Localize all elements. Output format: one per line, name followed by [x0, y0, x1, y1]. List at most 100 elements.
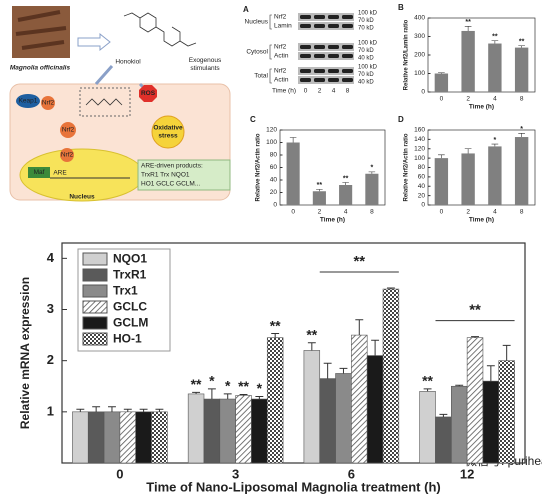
significance: **: [191, 376, 202, 392]
bar: [151, 411, 168, 464]
blot-band: [342, 15, 353, 19]
legend-label: GCLM: [113, 316, 148, 330]
molecule-box: [79, 87, 131, 117]
y-tick-label: 140: [414, 136, 425, 143]
y-axis-title: Relative Nrf2/Actin ratio: [404, 133, 410, 201]
bar: [319, 378, 336, 464]
bark-texture: [15, 10, 67, 50]
error-bar: [316, 189, 323, 192]
bar: [187, 393, 205, 464]
bracket: [269, 14, 272, 30]
bar: [103, 411, 121, 464]
x-tick-label: 12: [460, 466, 474, 481]
y-tick-label: 3: [47, 301, 54, 316]
error-bar: [323, 362, 332, 379]
keap1-marker: [16, 94, 40, 108]
marker-label: 70 kD: [358, 26, 374, 32]
lane-label: 2: [318, 88, 322, 95]
x-tick-label: 6: [348, 466, 355, 481]
bar: [461, 153, 475, 205]
x-tick-label: 8: [520, 209, 524, 216]
error-bar: [223, 393, 232, 400]
bar: [335, 373, 352, 464]
compartment-label: Total: [254, 73, 268, 80]
y-tick-label: 4: [47, 250, 55, 265]
bar: [514, 47, 529, 92]
error-bar: [486, 365, 495, 382]
oxidative-label: stress: [158, 133, 178, 140]
blot-band: [300, 15, 311, 19]
marker-label: 70 kD: [358, 18, 374, 24]
nrf2-label: Nrf2: [61, 152, 74, 159]
bar: [351, 334, 368, 464]
exogenous-label: Exogenous stimulants: [189, 57, 222, 72]
blot-band: [328, 69, 339, 73]
y-tick-label: 0: [421, 202, 425, 209]
blot-band: [314, 45, 325, 49]
x-tick-label: 2: [466, 209, 470, 216]
bar: [461, 30, 475, 92]
bar: [451, 385, 468, 464]
x-tick-label: 0: [116, 466, 123, 481]
bracket: [269, 68, 272, 84]
error-bar: [491, 143, 499, 147]
error-bar: [239, 393, 248, 396]
blot-strip: [298, 13, 354, 21]
nucleus-label: Nucleus: [69, 194, 95, 201]
bar: [251, 398, 268, 464]
y-tick-label: 300: [414, 33, 425, 40]
legend-label: Trx1: [113, 284, 138, 298]
legend-swatch: [82, 316, 108, 330]
error-bar: [355, 319, 364, 336]
arrow: [77, 32, 111, 52]
bar: [312, 191, 326, 205]
panel-label: D: [398, 115, 404, 124]
blot-band: [314, 24, 325, 28]
legend-swatch: [82, 268, 108, 282]
error-bar: [289, 137, 297, 143]
bar: [434, 158, 449, 205]
bar: [434, 73, 449, 92]
blot-band: [328, 78, 339, 82]
lane-label: 0: [304, 88, 308, 95]
bar: [339, 185, 353, 205]
group-significance: **: [353, 253, 365, 270]
blot-band: [342, 78, 353, 82]
y-tick-label: 1: [47, 403, 54, 418]
bar: [119, 411, 136, 464]
blot-strip: [298, 52, 354, 60]
significance: **: [317, 182, 323, 189]
exogenous-line: stimulants: [190, 65, 220, 72]
error-bar: [307, 342, 316, 351]
blot-band: [300, 78, 311, 82]
marker-label: 100 kD: [358, 41, 378, 47]
oxidative-marker: [151, 115, 185, 149]
significance: *: [257, 380, 263, 396]
bar: [488, 146, 502, 205]
x-tick-label: 0: [440, 209, 444, 216]
error-bar: [371, 339, 380, 356]
legend-label: GCLC: [113, 300, 147, 314]
legend-label: HO-1: [113, 332, 142, 346]
blot-band: [328, 15, 339, 19]
error-bar: [502, 344, 511, 361]
error-bar: [139, 408, 148, 412]
x-axis-title: Time (h): [469, 104, 494, 111]
x-axis-title: Time (h): [320, 217, 345, 224]
error-bar: [368, 171, 376, 174]
blot-band: [342, 45, 353, 49]
products-box: [137, 159, 231, 191]
bar: [366, 355, 384, 464]
products-label: TrxR1 Trx NQO1: [141, 172, 190, 179]
bar: [466, 337, 484, 464]
significance: **: [343, 175, 349, 182]
lane-label: 8: [346, 88, 350, 95]
y-tick-label: 60: [270, 164, 278, 171]
error-bar: [438, 72, 445, 74]
error-bar: [386, 287, 395, 290]
marker-label: 40 kD: [358, 80, 374, 86]
bar: [203, 398, 221, 464]
bar: [266, 337, 284, 464]
y-tick-label: 120: [414, 145, 425, 152]
